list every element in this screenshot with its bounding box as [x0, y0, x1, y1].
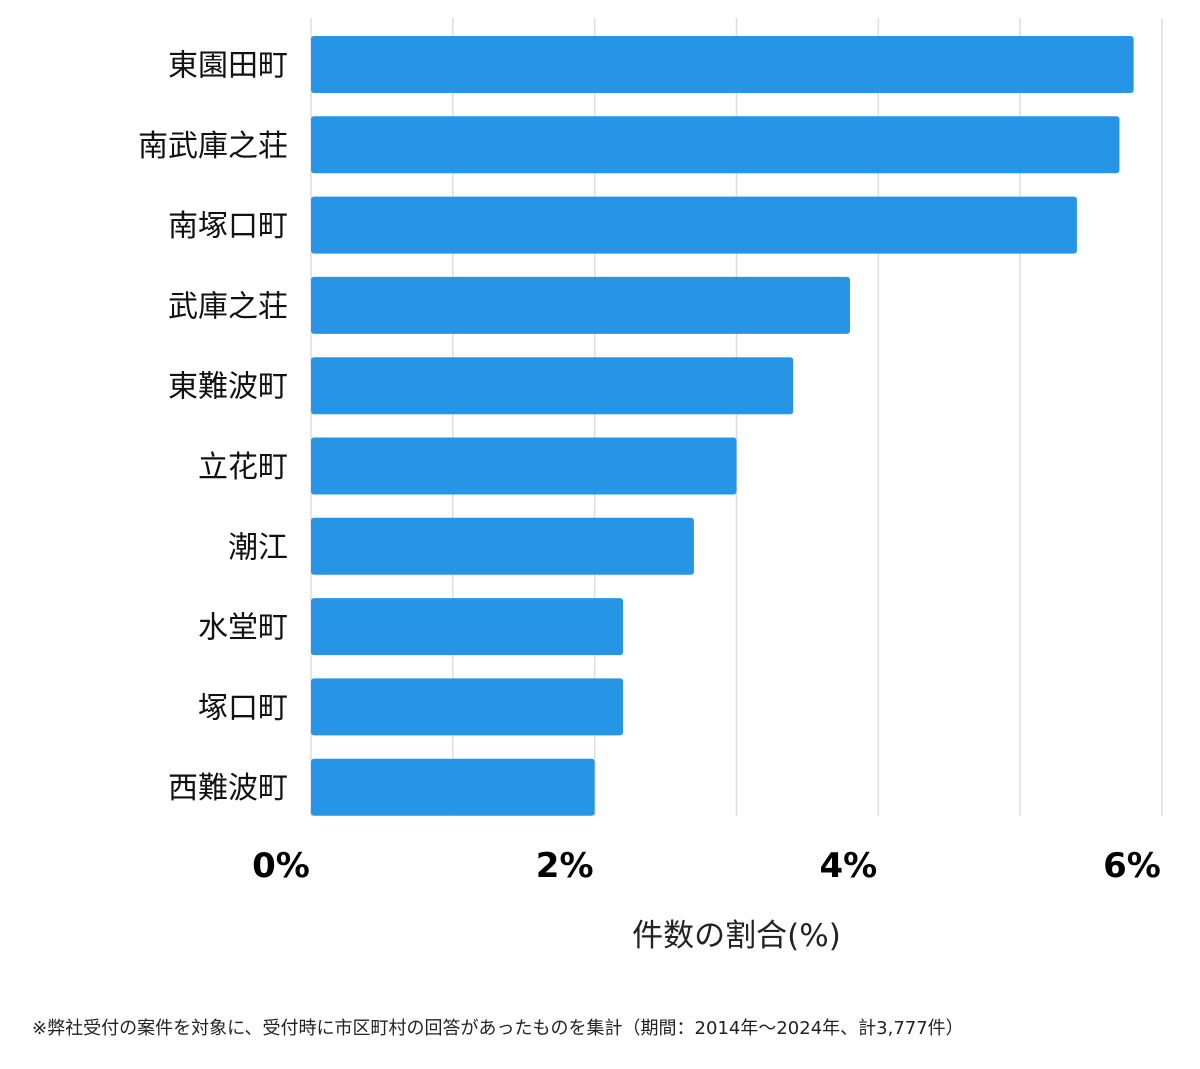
footnote: ※弊社受付の案件を対象に、受付時に市区町村の回答があったものを集計（期間：201…	[32, 1018, 964, 1039]
x-axis-title: 件数の割合(%)	[632, 918, 841, 954]
category-label-5: 立花町	[198, 450, 288, 485]
bar-0	[311, 36, 1134, 93]
category-label-1: 南武庫之荘	[138, 129, 288, 164]
bar-7	[311, 598, 624, 656]
category-label-2: 南塚口町	[168, 209, 288, 244]
bar-8	[311, 678, 624, 736]
x-tick-labels: 0% 2% 4% 6%	[252, 846, 1161, 886]
x-tick-label-3: 6%	[1103, 846, 1161, 886]
bar-5	[311, 437, 737, 495]
bar-4	[311, 357, 794, 415]
category-label-7: 水堂町	[198, 611, 288, 646]
category-label-4: 東難波町	[168, 370, 288, 405]
category-label-6: 潮江	[228, 530, 288, 565]
x-tick-label-0: 0%	[252, 846, 310, 886]
bars	[311, 36, 1134, 816]
category-label-9: 西難波町	[168, 771, 288, 806]
bar-9	[311, 758, 595, 816]
bar-3	[311, 276, 850, 334]
x-tick-label-2: 4%	[819, 846, 877, 886]
bar-1	[311, 116, 1120, 174]
category-label-8: 塚口町	[198, 691, 288, 726]
category-label-3: 武庫之荘	[168, 289, 288, 324]
bar-2	[311, 196, 1077, 254]
bar-6	[311, 517, 694, 575]
category-label-0: 東園田町	[168, 49, 288, 84]
x-tick-label-1: 2%	[536, 846, 594, 886]
